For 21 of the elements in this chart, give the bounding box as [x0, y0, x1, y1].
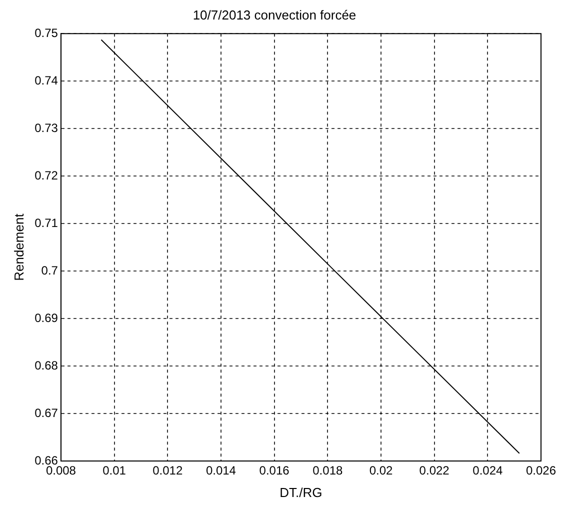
y-tick-label: 0.72: [34, 168, 58, 182]
chart-title: 10/7/2013 convection forcée: [192, 7, 356, 22]
x-tick-label: 0.012: [152, 464, 183, 478]
y-tick-label: 0.75: [34, 26, 58, 40]
x-axis-title: DT./RG: [280, 484, 322, 500]
x-tick-label: 0.018: [312, 464, 343, 478]
x-tick-label: 0.014: [206, 464, 236, 478]
x-tick-label: 0.01: [102, 464, 126, 478]
x-tick-label: 0.024: [472, 464, 503, 478]
x-tick-label: 0.016: [259, 464, 290, 478]
y-tick-label: 0.73: [34, 120, 58, 135]
y-tick-label: 0.74: [34, 73, 58, 88]
x-tick-label: 0.026: [526, 464, 556, 478]
x-tick-label: 0.022: [419, 464, 450, 478]
x-tick-label: 0.02: [369, 464, 393, 478]
y-tick-label: 0.68: [34, 358, 58, 372]
y-tick-label: 0.67: [34, 406, 58, 420]
y-tick-label: 0.71: [34, 216, 58, 230]
y-tick-label: 0.7: [41, 263, 58, 278]
y-axis-title: Rendement: [11, 213, 26, 281]
y-tick-label: 0.69: [34, 310, 58, 325]
